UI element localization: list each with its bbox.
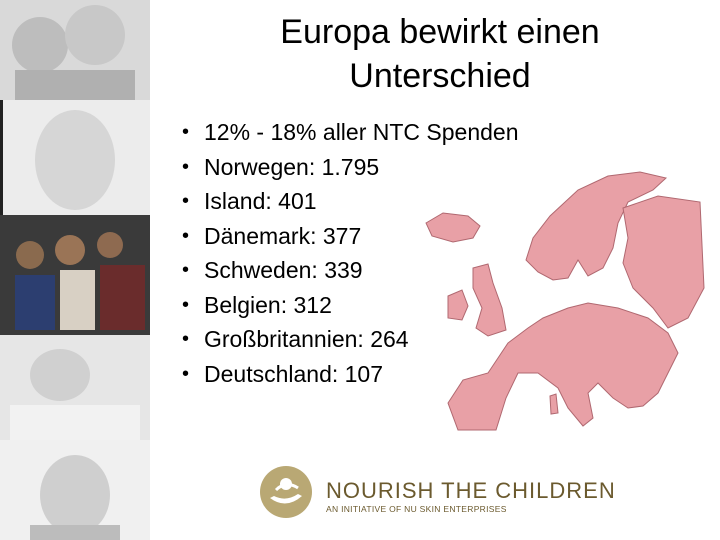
title-line-2: Unterschied (349, 57, 531, 95)
map-scandinavia (525, 171, 668, 281)
bullet-text: 12% - 18% aller NTC Spenden (204, 119, 519, 145)
bullet-text: Schweden: 339 (204, 257, 363, 283)
bullet-text: Island: 401 (204, 188, 317, 214)
map-ireland (447, 289, 469, 321)
list-item: • Dänemark: 377 (182, 219, 519, 254)
photo-child-writing (0, 335, 150, 440)
map-britain (472, 263, 507, 337)
slide-title: Europa bewirkt einen Unterschied (210, 10, 670, 98)
list-item: • Norwegen: 1.795 (182, 150, 519, 185)
title-line-1: Europa bewirkt einen (280, 13, 600, 51)
bullet-text: Belgien: 312 (204, 291, 332, 318)
bullet-dot: • (182, 224, 190, 247)
list-item: • Schweden: 339 (182, 253, 519, 288)
bullet-dot: • (182, 293, 190, 316)
bullet-dot: • (182, 190, 190, 212)
list-item: • Deutschland: 107 (182, 357, 519, 392)
map-islands (549, 393, 559, 415)
bullet-dot: • (182, 362, 190, 385)
logo-tagline: AN INITIATIVE OF NU SKIN ENTERPRISES (326, 504, 507, 514)
europe-map (425, 171, 705, 431)
bullet-text: Norwegen: 1.795 (204, 153, 380, 180)
nourish-the-children-logo: NOURISH THE CHILDREN AN INITIATIVE OF NU… (258, 460, 615, 520)
list-item: • Großbritannien: 264 (182, 322, 519, 357)
list-item: • Belgien: 312 (182, 288, 519, 323)
bullet-text: Dänemark: 377 (204, 222, 362, 249)
map-mainland (447, 302, 679, 431)
map-iceland (425, 212, 481, 243)
photo-children-eating (0, 215, 150, 335)
photo-children-hugging (0, 0, 150, 100)
photo-girl-portrait (0, 440, 150, 540)
list-item: • 12% - 18% aller NTC Spenden (182, 115, 519, 150)
logo-name: NOURISH THE CHILDREN (326, 478, 616, 503)
bullet-text: Großbritannien: 264 (204, 326, 409, 352)
map-east (622, 195, 705, 329)
bullet-text: Deutschland: 107 (204, 360, 384, 387)
bullet-dot: • (182, 328, 190, 350)
bullet-dot: • (182, 155, 190, 178)
bullet-dot: • (182, 259, 190, 281)
logo-emblem-icon (260, 466, 312, 518)
list-item: • Island: 401 (182, 184, 519, 219)
bullet-dot: • (182, 121, 190, 143)
photo-smiling-girl (0, 100, 150, 215)
photo-strip (0, 0, 150, 540)
bullet-list: • 12% - 18% aller NTC Spenden • Norwegen: … (182, 115, 519, 391)
